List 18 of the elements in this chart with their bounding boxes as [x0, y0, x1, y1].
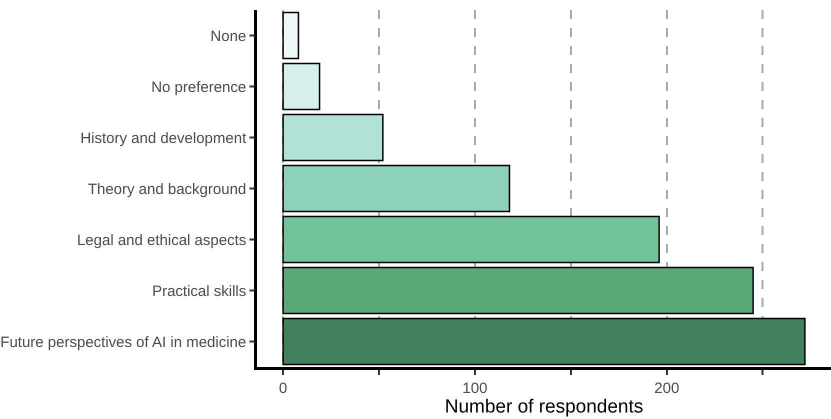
- bar: [282, 266, 754, 314]
- bar: [282, 12, 300, 60]
- x-tick-label: 200: [654, 380, 680, 397]
- y-tick-label: History and development: [80, 130, 248, 147]
- bar: [282, 216, 660, 264]
- y-tick-label: Theory and background: [88, 180, 246, 198]
- x-tick-label: 0: [278, 380, 288, 397]
- bar: [282, 164, 510, 212]
- bar: [282, 114, 384, 162]
- x-axis-title: Number of respondents: [444, 396, 644, 418]
- y-tick-label: No preference: [151, 78, 246, 96]
- y-tick-label: Legal and ethical aspects: [76, 232, 246, 249]
- x-tick-label: 100: [462, 380, 488, 397]
- y-tick-label: Future perspectives of AI in medicine: [0, 334, 246, 351]
- y-tick-label: Practical skills: [152, 282, 246, 300]
- bar: [282, 318, 806, 366]
- bar: [282, 62, 320, 110]
- y-tick-label: None: [210, 28, 246, 45]
